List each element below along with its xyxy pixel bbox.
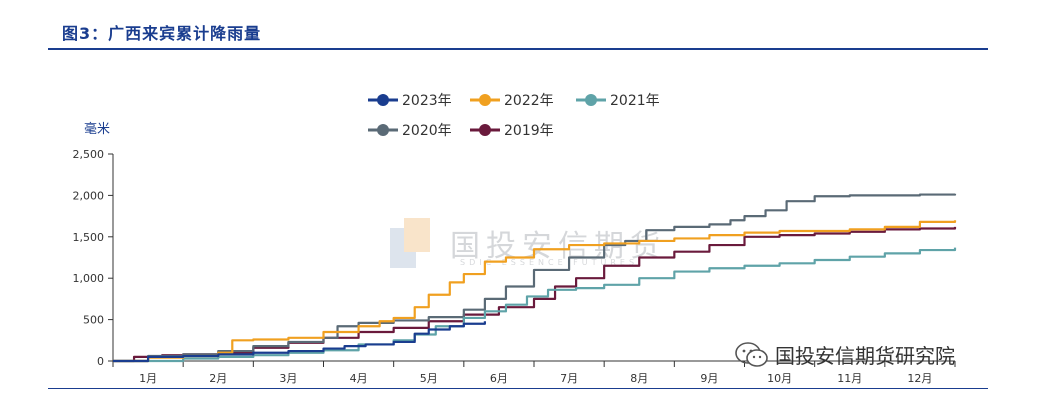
x-tick-label-10: 10月 [767,372,792,385]
y-tick-label-2000: 2,000 [73,189,105,202]
x-tick-label-4: 4月 [350,372,368,385]
legend-label-2023: 2023年 [402,93,452,109]
x-tick-label-9: 9月 [700,372,718,385]
legend-marker-2023 [377,94,389,106]
wechat-badge: 国投安信期货研究院 [735,340,955,369]
legend-label-2019: 2019年 [504,123,554,139]
legend-marker-2022 [479,94,491,106]
y-tick-label-2500: 2,500 [73,148,105,161]
series-line-2021 [113,247,957,363]
y-tick-label-1500: 1,500 [73,231,105,244]
series-line-2022 [113,220,957,363]
y-tick-label-1000: 1,000 [73,272,105,285]
legend-label-2020: 2020年 [402,123,452,139]
series-line-2019 [113,226,957,363]
legend-swatch-2019 [470,124,500,136]
legend-item-2023: 2023年 [368,90,452,110]
x-tick-label-5: 5月 [420,372,438,385]
x-tick-label-1: 1月 [139,372,157,385]
legend-marker-2020 [377,124,389,136]
watermark-subtext: SDIC ESSENCE FUTURES [460,258,639,267]
x-tick-label-6: 6月 [490,372,508,385]
x-tick-label-12: 12月 [907,372,932,385]
wechat-label: 国投安信期货研究院 [775,344,955,368]
y-tick-label-0: 0 [97,355,104,368]
x-tick-label-11: 11月 [837,372,862,385]
legend-label-2022: 2022年 [504,93,554,109]
watermark-text: 国投安信期货 [450,229,666,264]
legend-item-2022: 2022年 [470,90,554,110]
y-axis-unit: 毫米 [84,122,111,137]
legend-swatch-2020 [368,124,398,136]
wechat-icon [735,341,768,367]
legend-label-2021: 2021年 [610,93,660,109]
watermark-logo-icon [390,218,430,268]
x-tick-label-7: 7月 [560,372,578,385]
legend-item-2019: 2019年 [470,120,554,140]
bottom-rule [48,388,988,389]
series-line-2023 [113,321,486,363]
watermark: 国投安信期货 SDIC ESSENCE FUTURES [390,218,666,268]
x-tick-label-8: 8月 [630,372,648,385]
legend-item-2021: 2021年 [576,90,660,110]
legend-swatch-2022 [470,94,500,106]
legend-swatch-2021 [576,94,606,106]
legend-swatch-2023 [368,94,398,106]
x-tick-label-3: 3月 [279,372,297,385]
legend-marker-2021 [585,94,597,106]
series-line-2020 [113,193,957,363]
y-tick-label-500: 500 [83,314,104,327]
legend-item-2020: 2020年 [368,120,452,140]
title-rule [48,48,988,50]
chart-title: 图3：广西来宾累计降雨量 [62,24,262,43]
legend-marker-2019 [479,124,491,136]
x-tick-label-2: 2月 [209,372,227,385]
